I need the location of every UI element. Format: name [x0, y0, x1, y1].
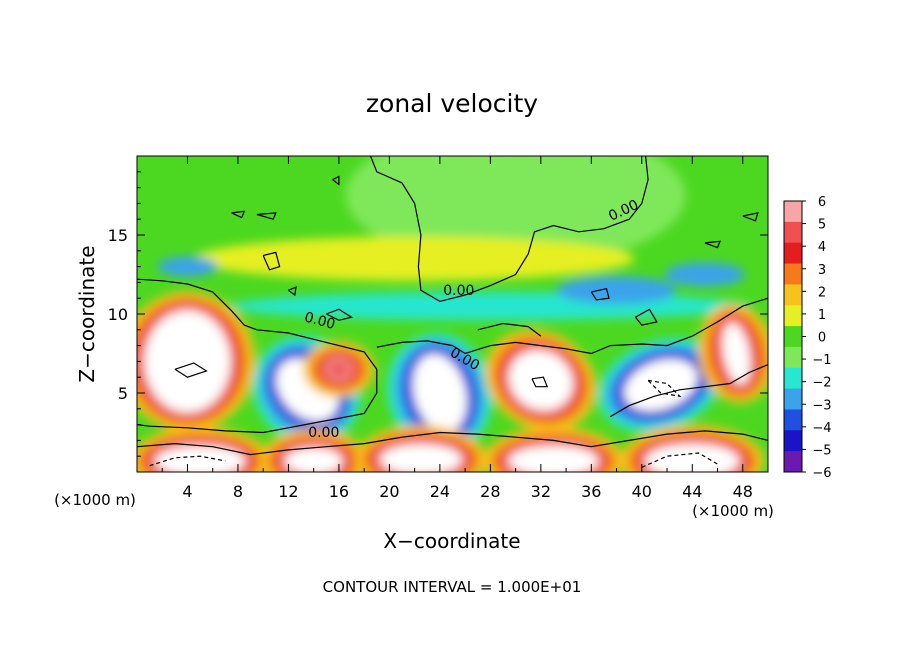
field-blob	[723, 323, 750, 384]
colorbar-tick-label: 0	[818, 331, 826, 346]
y-tick-label: 5	[118, 384, 128, 403]
x-tick-label: 36	[581, 482, 601, 501]
x-tick-label: 24	[430, 482, 450, 501]
contour-line	[288, 286, 297, 297]
contour-value-label: 0.00	[303, 309, 337, 333]
field-blob	[646, 444, 739, 472]
colorbar-swatch	[784, 284, 802, 306]
field-blob	[556, 276, 677, 305]
contour-line	[256, 212, 277, 220]
contour-line	[531, 376, 549, 388]
colorbar-tick-label: 4	[818, 240, 826, 255]
x-tick-label: 20	[379, 482, 399, 501]
contour-line	[326, 308, 354, 321]
colorbar-tick-label: 2	[818, 285, 826, 300]
x-unit-left: (×1000 m)	[54, 491, 136, 509]
field-blob	[664, 262, 745, 287]
colorbar-tick-label: −1	[812, 353, 831, 368]
x-tick-label: 48	[733, 482, 753, 501]
colorbar-swatch	[784, 346, 802, 369]
colorbar-swatch	[784, 305, 802, 327]
contour-line	[376, 297, 768, 355]
x-tick-label: 32	[531, 482, 551, 501]
x-tick-label: 4	[182, 482, 192, 501]
colorbar-tick-label: −2	[812, 376, 831, 391]
contour-line	[647, 379, 682, 398]
colorbar-swatch	[784, 242, 802, 265]
field-blob	[624, 359, 698, 412]
chart-title: zonal velocity	[366, 89, 538, 118]
colorbar-swatch	[784, 367, 802, 390]
x-tick-label: 12	[278, 482, 298, 501]
contour-line	[231, 210, 246, 219]
colorbar-swatch	[784, 451, 802, 473]
field-blob	[328, 361, 349, 378]
field-blob	[194, 236, 635, 281]
contour-line	[609, 364, 768, 418]
contour-line	[137, 278, 378, 434]
colorbar-tick-label: −5	[812, 443, 831, 458]
y-axis-label: Z−coordinate	[75, 245, 99, 382]
colorbar-tick-label: 5	[818, 218, 826, 233]
contour-line	[704, 240, 721, 249]
field-blob	[509, 446, 598, 472]
field-blob	[156, 446, 245, 472]
contour-line	[332, 175, 340, 186]
field-blob	[412, 353, 468, 433]
plot-area	[137, 156, 768, 472]
colorbar-swatch	[784, 201, 802, 223]
field-blob	[145, 311, 230, 412]
colorbar-swatch	[784, 326, 802, 348]
contour-interval-note: CONTOUR INTERVAL = 1.000E+01	[323, 578, 582, 596]
colorbar-tick-label: −3	[812, 398, 831, 413]
y-tick-label: 15	[108, 226, 128, 245]
field-blob	[509, 351, 572, 410]
contour-line	[590, 287, 610, 301]
colorbar-tick-label: 6	[818, 195, 826, 210]
x-tick-label: 40	[632, 482, 652, 501]
colorbar-tick-label: 1	[818, 308, 826, 323]
contour-line	[174, 362, 208, 378]
contour-line	[262, 251, 281, 271]
contour-line	[477, 322, 542, 337]
contour-line	[137, 430, 768, 456]
x-tick-label: 28	[480, 482, 500, 501]
contour-line	[742, 212, 759, 222]
contour-line	[369, 156, 649, 303]
contour-value-label: 0.00	[443, 283, 474, 299]
colorbar-swatch	[784, 409, 802, 431]
colorbar-swatch	[784, 221, 802, 244]
colorbar-tick-label: −4	[812, 421, 831, 436]
x-tick-label: 16	[329, 482, 349, 501]
y-tick-label: 10	[108, 305, 128, 324]
colorbar-swatch	[784, 430, 802, 452]
colorbar-tick-label: −6	[812, 466, 831, 481]
contour-line	[635, 308, 658, 326]
x-axis-label: X−coordinate	[383, 529, 520, 553]
field-blob	[157, 256, 218, 277]
field-blob	[285, 448, 342, 472]
x-unit-right: (×1000 m)	[692, 502, 774, 520]
x-tick-label: 44	[682, 482, 702, 501]
colorbar: 6 5 4 3 2 1 0 −1 −2 −3 −4 −5 −6	[783, 195, 832, 481]
contour-line	[641, 452, 718, 468]
contour-value-label: 0.00	[308, 425, 339, 441]
field-blob	[380, 445, 461, 472]
colorbar-tick-label: 3	[818, 263, 826, 278]
contour-line	[149, 455, 226, 467]
colorbar-swatch	[784, 263, 802, 285]
x-tick-label: 8	[233, 482, 243, 501]
colorbar-swatch	[784, 388, 802, 410]
